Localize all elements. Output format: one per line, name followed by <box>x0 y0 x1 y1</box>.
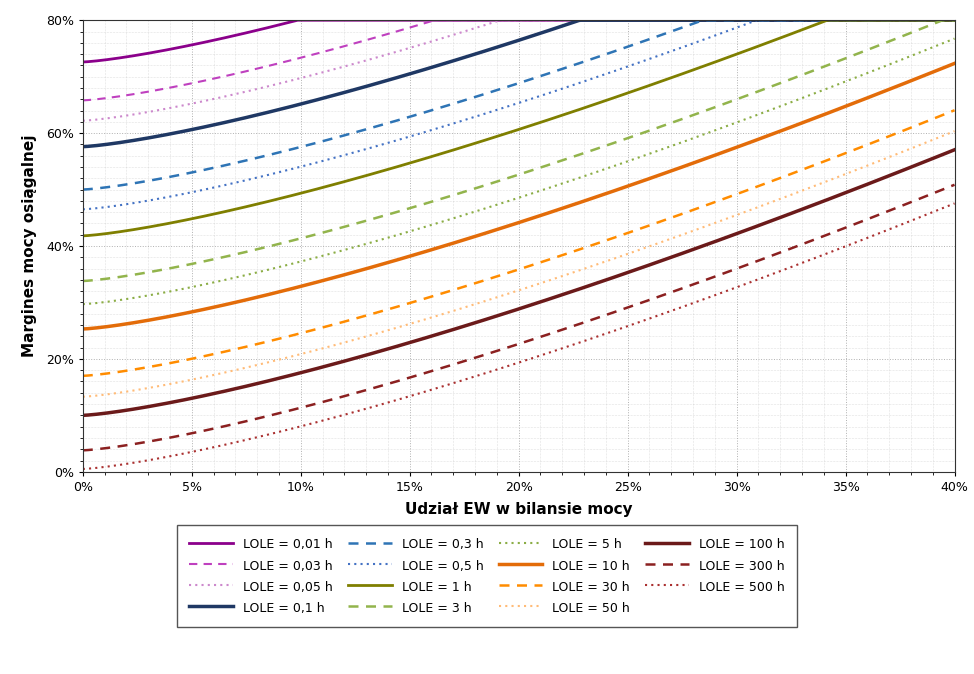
Y-axis label: Margines mocy osiągalnej: Margines mocy osiągalnej <box>22 135 37 357</box>
Legend: LOLE = 0,01 h, LOLE = 0,03 h, LOLE = 0,05 h, LOLE = 0,1 h, LOLE = 0,3 h, LOLE = : LOLE = 0,01 h, LOLE = 0,03 h, LOLE = 0,0… <box>177 525 797 627</box>
X-axis label: Udział EW w bilansie mocy: Udział EW w bilansie mocy <box>405 502 632 517</box>
